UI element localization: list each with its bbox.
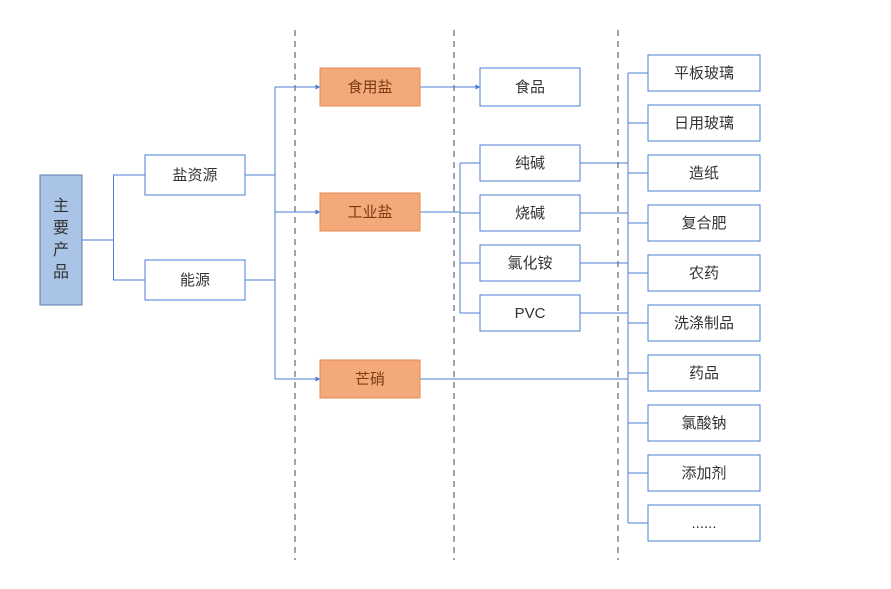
node-label-indus: 工业盐: [347, 204, 392, 221]
node-additive: 添加剂: [648, 455, 760, 491]
node-pestic: 农药: [648, 255, 760, 291]
node-label-detergent: 洗涤制品: [674, 315, 734, 332]
node-label-drugs: 药品: [689, 365, 719, 382]
node-label-pvc: PVC: [515, 305, 546, 322]
node-flatglass: 平板玻璃: [648, 55, 760, 91]
node-label-nh4cl: 氯化铵: [507, 255, 552, 272]
node-dayglass: 日用玻璃: [648, 105, 760, 141]
node-label-chunjian: 纯碱: [515, 155, 545, 172]
node-naclO3: 氯酸钠: [648, 405, 760, 441]
node-label-more: ......: [691, 515, 716, 532]
node-label-energy: 能源: [180, 272, 210, 289]
node-label-mangxiao: 芒硝: [355, 371, 385, 388]
node-label-food: 食品: [515, 79, 545, 96]
node-label-fert: 复合肥: [681, 214, 726, 232]
node-label-root-ch3: 品: [53, 264, 69, 281]
node-fert: 复合肥: [648, 205, 760, 241]
node-label-salt_res: 盐资源: [172, 167, 217, 184]
node-indus: 工业盐: [320, 193, 420, 231]
node-shaojian: 烧碱: [480, 195, 580, 231]
node-label-root-ch2: 产: [53, 241, 69, 259]
node-more: ......: [648, 505, 760, 541]
node-root: 主要产品: [40, 175, 82, 305]
node-salt_res: 盐资源: [145, 155, 245, 195]
node-label-additive: 添加剂: [681, 465, 726, 482]
node-label-edible: 食用盐: [347, 79, 392, 96]
node-label-dayglass: 日用玻璃: [674, 115, 734, 132]
node-edible: 食用盐: [320, 68, 420, 106]
node-energy: 能源: [145, 260, 245, 300]
edge-1: [82, 240, 145, 280]
edge-0: [82, 175, 145, 240]
node-label-pestic: 农药: [689, 265, 719, 282]
node-drugs: 药品: [648, 355, 760, 391]
node-chunjian: 纯碱: [480, 145, 580, 181]
node-label-paper: 造纸: [689, 165, 719, 182]
node-paper: 造纸: [648, 155, 760, 191]
node-box-root: [40, 175, 82, 305]
node-mangxiao: 芒硝: [320, 360, 420, 398]
node-nh4cl: 氯化铵: [480, 245, 580, 281]
node-label-root-ch1: 要: [53, 219, 69, 237]
node-detergent: 洗涤制品: [648, 305, 760, 341]
node-label-shaojian: 烧碱: [515, 205, 545, 222]
flowchart-canvas: 主要产品 盐资源能源 食用盐工业盐芒硝 食品纯碱烧碱氯化铵 PVC 平板玻璃日用玻璃造纸复…: [0, 0, 891, 589]
node-pvc: PVC: [480, 295, 580, 331]
node-label-root-ch0: 主: [53, 197, 69, 215]
node-label-flatglass: 平板玻璃: [674, 64, 734, 82]
node-label-naclO3: 氯酸钠: [681, 415, 726, 432]
node-food: 食品: [480, 68, 580, 106]
